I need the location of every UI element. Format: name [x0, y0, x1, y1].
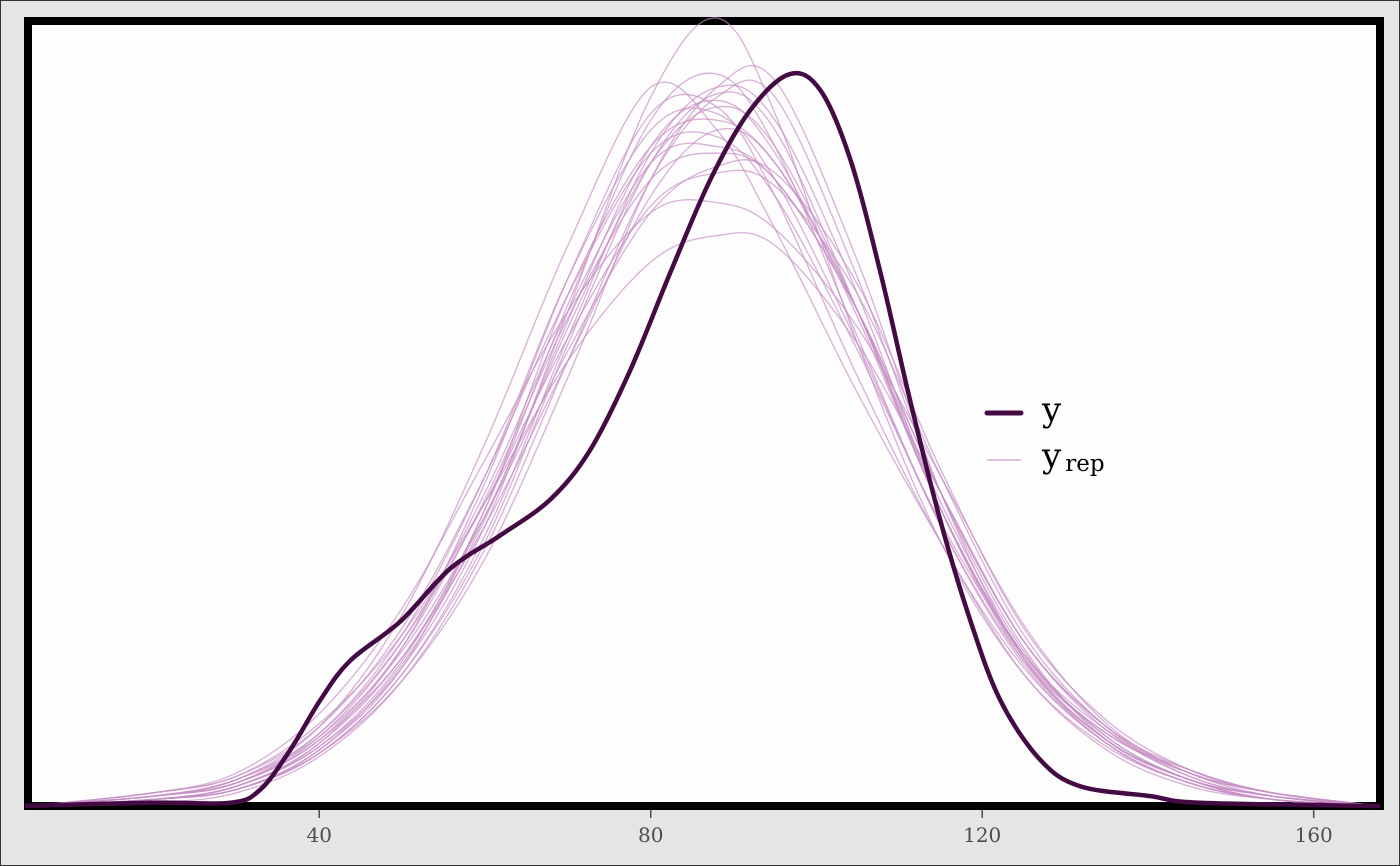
yrep-curve	[29, 84, 1381, 807]
yrep-curve	[29, 99, 1381, 807]
y-curve-group	[24, 70, 1381, 809]
legend-label-yrep-sub: rep	[1065, 451, 1104, 477]
plot-panel	[24, 17, 1384, 810]
yrep-curve	[29, 72, 1381, 807]
legend-label-y: y	[1041, 390, 1062, 430]
x-tick-label: 120	[963, 823, 1001, 847]
x-axis: 40 80 120 160	[306, 810, 1333, 847]
legend-label-yrep-base: y	[1041, 436, 1062, 476]
x-tick-label: 40	[306, 823, 331, 847]
x-tick-label: 160	[1295, 823, 1333, 847]
legend: y y rep	[984, 390, 1105, 477]
yrep-curve	[29, 131, 1381, 807]
yrep-curve	[29, 105, 1381, 807]
legend-label-yrep: y rep	[1041, 436, 1105, 477]
y-curve	[24, 70, 1381, 809]
yrep-curves	[29, 17, 1381, 807]
x-tick-label: 80	[638, 823, 663, 847]
yrep-curve	[29, 169, 1381, 807]
